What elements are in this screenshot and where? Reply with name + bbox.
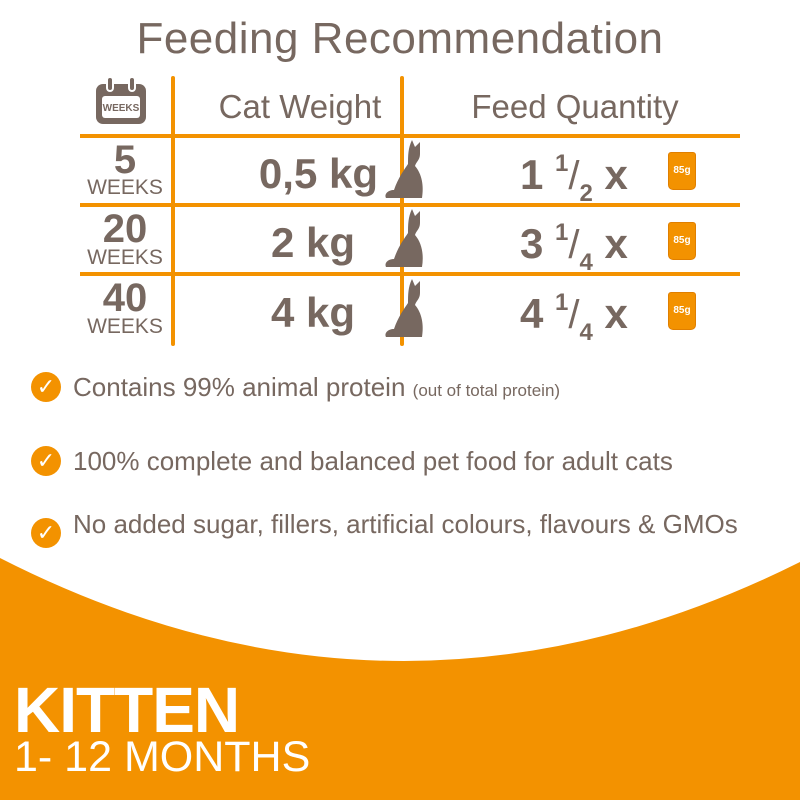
header-feed-quantity: Feed Quantity	[471, 88, 679, 125]
cat-weight: 0,5 kg	[258, 150, 378, 197]
page-title: Feeding Recommendation	[136, 14, 664, 63]
cat-weight: 4 kg	[270, 289, 355, 336]
bullet-item: No added sugar, fillers, artificial colo…	[73, 509, 738, 539]
life-stage-title: KITTEN	[14, 674, 240, 746]
weeks-value: 5	[113, 138, 137, 182]
bullet-item: Contains 99% animal protein (out of tota…	[73, 372, 561, 402]
calendar-icon: WEEKS	[96, 76, 146, 124]
pouch-icon: 85g	[668, 222, 696, 260]
header-cat-weight: Cat Weight	[218, 88, 382, 125]
weeks-value: 40	[102, 276, 148, 320]
check-icon: ✓	[31, 518, 61, 548]
column-divider	[171, 76, 175, 346]
bullet-item: 100% complete and balanced pet food for …	[73, 446, 673, 476]
cat-icon	[385, 209, 423, 267]
feed-quantity: 4 1/4 x	[520, 289, 628, 346]
check-icon: ✓	[31, 372, 61, 402]
row-divider	[80, 203, 740, 207]
pouch-icon: 85g	[668, 152, 696, 190]
age-range: 1- 12 MONTHS	[14, 733, 311, 781]
cat-icon	[385, 279, 423, 337]
column-divider	[400, 76, 404, 346]
cat-weight: 2 kg	[270, 219, 355, 266]
feed-quantity: 3 1/4 x	[520, 219, 628, 276]
row-divider	[80, 272, 740, 276]
row-divider	[80, 134, 740, 138]
weeks-label: WEEKS	[87, 315, 163, 338]
calendar-label: WEEKS	[103, 103, 140, 114]
weeks-label: WEEKS	[87, 176, 163, 199]
weeks-value: 20	[102, 207, 148, 251]
feed-quantity: 1 1/2 x	[520, 150, 628, 207]
weeks-label: WEEKS	[87, 246, 163, 269]
pouch-icon: 85g	[668, 292, 696, 330]
cat-icon	[385, 140, 423, 198]
check-icon: ✓	[31, 446, 61, 476]
